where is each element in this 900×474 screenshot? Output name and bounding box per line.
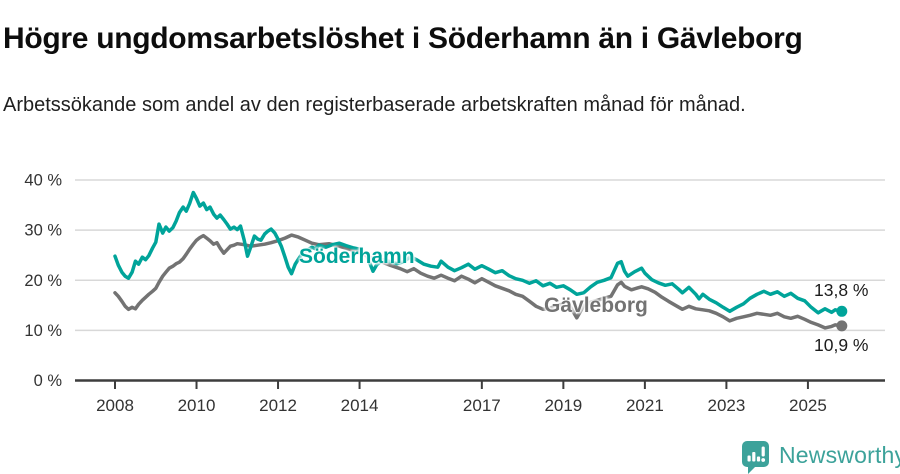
x-tick-label: 2019 [544,396,582,415]
x-tick-label: 2008 [96,396,134,415]
y-tick-label: 40 % [24,172,62,190]
end-value-label-gavleborg: 10,9 % [814,335,869,355]
chart-subtitle: Arbetssökande som andel av den registerb… [3,94,746,116]
x-tick-label: 2023 [707,396,745,415]
y-tick-label: 10 % [24,322,62,340]
x-tick-label: 2010 [178,396,216,415]
series-line-soderhamn [113,190,844,315]
series-end-dot-soderhamn [836,305,848,317]
series-label-gavleborg: Gävleborg [544,294,648,317]
series-label-soderhamn: Söderhamn [299,245,415,268]
y-tick-label: 20 % [24,272,62,290]
x-tick-label: 2025 [789,396,827,415]
newsworthy-logo: Newsworthy [742,441,900,474]
y-tick-label: 0 % [34,372,63,390]
y-tick-label: 30 % [24,222,62,240]
brand-name: Newsworthy [779,442,900,468]
x-tick-label: 2017 [463,396,501,415]
bar-chart-speech-bubble-icon [742,441,769,474]
x-tick-label: 2012 [259,396,297,415]
end-value-label-soderhamn: 13,8 % [814,280,869,300]
page-title: Högre ungdomsarbetslöshet i Söderhamn än… [3,22,803,56]
x-tick-label: 2021 [626,396,664,415]
series-end-dot-gavleborg [836,320,848,332]
series-line-gavleborg [113,233,844,330]
x-tick-label: 2014 [341,396,379,415]
